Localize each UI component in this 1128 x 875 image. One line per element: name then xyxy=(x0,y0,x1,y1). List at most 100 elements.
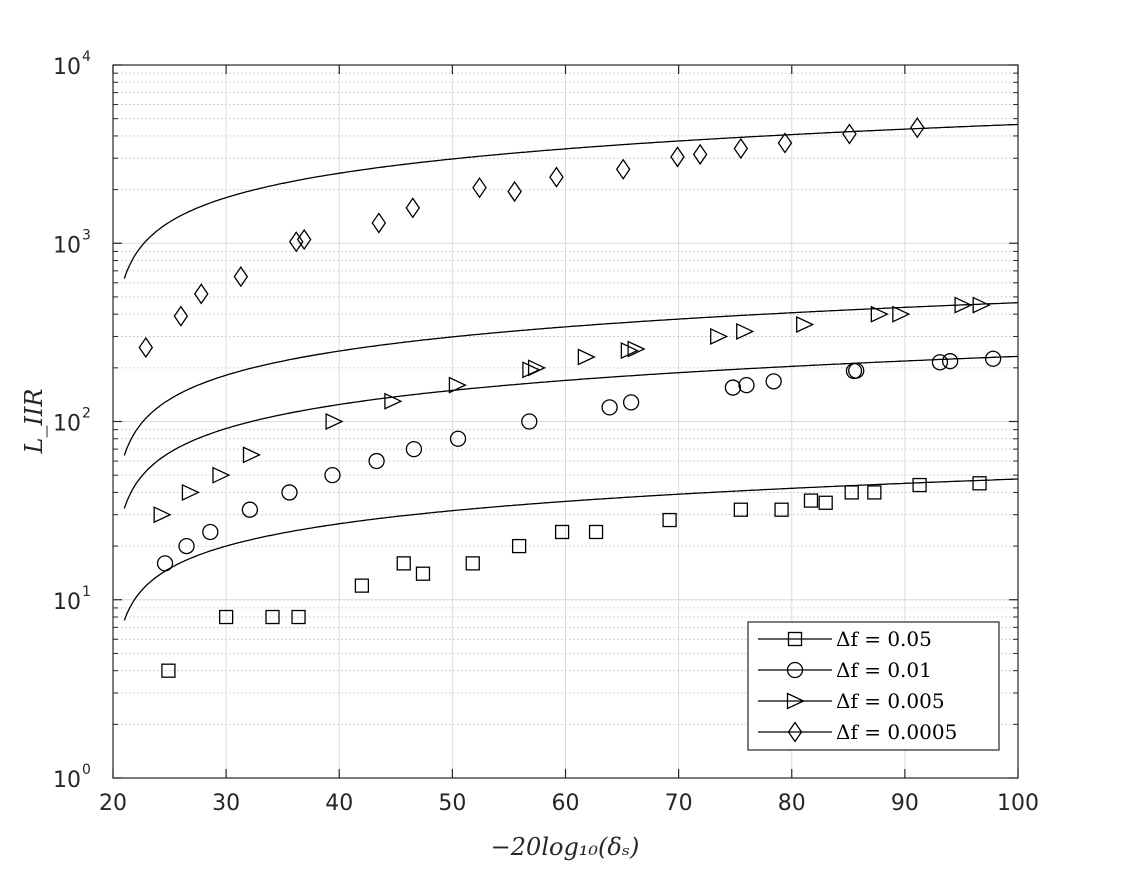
data-point xyxy=(178,537,195,555)
data-point xyxy=(415,566,431,581)
x-axis-label: −20log₁₀(δₛ) xyxy=(491,833,640,861)
data-point xyxy=(941,353,959,370)
data-point xyxy=(777,132,793,154)
data-point xyxy=(472,177,487,199)
data-point xyxy=(724,379,742,396)
x-tick-label: 70 xyxy=(665,791,693,816)
data-point xyxy=(527,359,547,377)
data-point xyxy=(153,506,172,524)
legend-entry: Δf = 0.05 xyxy=(836,627,932,651)
fit-curve-4 xyxy=(123,123,1019,279)
data-point xyxy=(954,296,973,314)
data-point xyxy=(325,412,344,431)
x-tick-labels: 20 30 40 50 60 70 80 90 100 xyxy=(99,791,1039,816)
data-point xyxy=(588,524,604,540)
data-point xyxy=(193,283,209,305)
data-point xyxy=(803,493,819,508)
data-point xyxy=(577,348,596,366)
data-point xyxy=(710,327,729,345)
data-point xyxy=(265,609,280,625)
data-point xyxy=(233,265,249,288)
data-point xyxy=(620,342,639,360)
data-point xyxy=(736,322,755,340)
data-point xyxy=(892,305,911,323)
legend-entry: Δf = 0.0005 xyxy=(836,720,957,744)
data-point xyxy=(738,376,755,394)
data-point xyxy=(601,399,618,416)
data-point xyxy=(842,123,857,145)
data-point xyxy=(554,524,570,540)
y-tick-exponent: 0 xyxy=(82,762,91,778)
data-point xyxy=(296,228,312,251)
legend-marker xyxy=(787,631,803,647)
legend-marker xyxy=(787,721,803,743)
data-point xyxy=(156,555,174,572)
data-point xyxy=(774,502,789,517)
data-point xyxy=(844,485,859,500)
data-point xyxy=(972,476,987,491)
data-point xyxy=(371,212,387,234)
data-point xyxy=(242,446,262,464)
data-point xyxy=(615,158,631,180)
x-tick-label: 20 xyxy=(99,791,127,816)
data-point xyxy=(218,609,234,625)
data-point xyxy=(181,483,200,501)
fit-curve-1 xyxy=(123,478,1019,621)
data-point xyxy=(281,484,298,501)
data-point xyxy=(138,336,154,359)
fit-curves xyxy=(123,123,1019,621)
y-tick-exponent: 3 xyxy=(82,227,91,243)
y-tick-label: 10 xyxy=(53,55,81,80)
data-point xyxy=(622,394,640,411)
data-point xyxy=(405,197,421,219)
data-point xyxy=(521,413,538,430)
y-tick-label: 10 xyxy=(53,768,81,793)
data-point xyxy=(549,166,564,188)
x-tick-label: 80 xyxy=(778,791,806,816)
data-point xyxy=(449,430,467,447)
data-point xyxy=(765,373,782,390)
x-tick-label: 40 xyxy=(325,791,353,816)
data-point xyxy=(288,231,304,253)
data-point xyxy=(984,350,1002,367)
data-point xyxy=(202,523,219,541)
data-markers xyxy=(138,117,1002,678)
data-point xyxy=(662,512,677,528)
y-tick-exponent: 1 xyxy=(82,584,91,600)
data-point xyxy=(324,467,341,484)
data-point xyxy=(465,556,480,571)
data-point xyxy=(670,146,685,168)
fit-curve-2 xyxy=(123,355,1019,509)
data-point xyxy=(354,578,370,593)
legend-entry: Δf = 0.005 xyxy=(836,689,945,713)
y-axis-label: L_IIR xyxy=(20,389,48,455)
data-point xyxy=(910,117,925,139)
data-point xyxy=(818,495,833,510)
data-point xyxy=(448,376,467,394)
y-tick-label: 10 xyxy=(53,412,81,437)
data-point xyxy=(692,143,708,166)
data-point xyxy=(733,137,749,160)
fit-curve-3 xyxy=(123,302,1019,456)
y-tick-exponent: 4 xyxy=(82,49,91,65)
data-point xyxy=(161,663,176,678)
y-tick-label: 10 xyxy=(53,590,81,615)
y-tick-label: 10 xyxy=(53,233,81,258)
legend-marker xyxy=(786,692,806,710)
data-point xyxy=(870,305,889,323)
data-point xyxy=(241,501,259,518)
x-tick-label: 100 xyxy=(997,791,1039,816)
data-point xyxy=(848,362,865,379)
data-point xyxy=(405,440,423,458)
data-point xyxy=(368,452,385,470)
data-point xyxy=(627,340,646,358)
x-tick-label: 60 xyxy=(552,791,580,816)
legend-box xyxy=(747,621,1000,751)
data-point xyxy=(511,538,527,554)
x-tick-label: 90 xyxy=(891,791,919,816)
data-point xyxy=(912,477,927,493)
data-point xyxy=(931,354,949,371)
data-point xyxy=(507,180,522,203)
